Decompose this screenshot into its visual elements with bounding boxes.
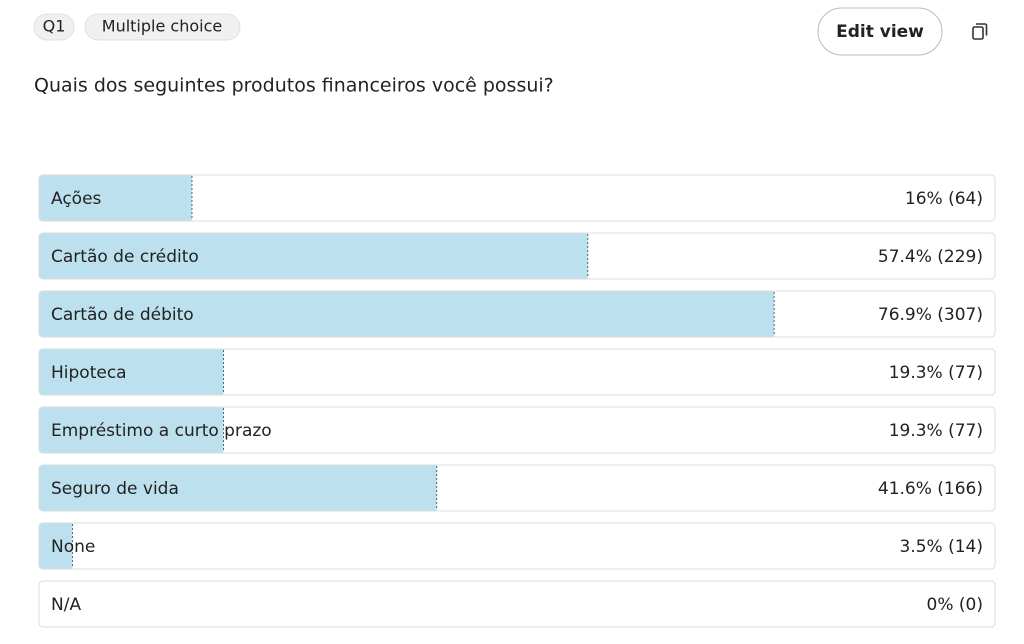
bar [39,523,73,569]
category-label: Empréstimo a curto prazo [51,421,272,441]
badge [33,13,75,41]
badge-label: Q1 [43,17,66,36]
bar [39,233,588,279]
button-label[interactable]: Edit view [836,22,924,42]
bar [39,407,224,453]
category-label: Cartão de débito [51,305,194,325]
value-label: 19.3% (77) [889,421,983,441]
value-label: 3.5% (14) [900,537,984,557]
row-box [38,348,996,396]
category-label: Cartão de crédito [51,247,199,267]
value-label: 19.3% (77) [889,363,983,383]
row-box [38,174,996,222]
copy-icon[interactable] [972,23,988,40]
bar [39,291,775,337]
value-label: 76.9% (307) [878,305,983,325]
row-box [38,522,996,570]
badge [84,13,241,41]
bar [39,349,224,395]
edit-view-button[interactable] [817,7,943,56]
bar [39,175,192,221]
category-label: None [51,537,95,557]
category-label: N/A [51,595,81,615]
value-label: 0% (0) [927,595,983,615]
row-box [38,580,996,628]
row-box [38,406,996,454]
category-label: Seguro de vida [51,479,179,499]
bar [39,465,437,511]
badge-label: Multiple choice [102,17,222,36]
value-label: 41.6% (166) [878,479,983,499]
chart: Ações 16% (64) Cartão de crédito 57.4% (229… [38,174,996,628]
category-label: Ações [51,189,102,209]
value-label: 16% (64) [905,189,983,209]
category-label: Hipoteca [51,363,127,383]
question: Quais dos seguintes produtos financeiros… [34,75,554,97]
value-label: 57.4% (229) [878,247,983,267]
